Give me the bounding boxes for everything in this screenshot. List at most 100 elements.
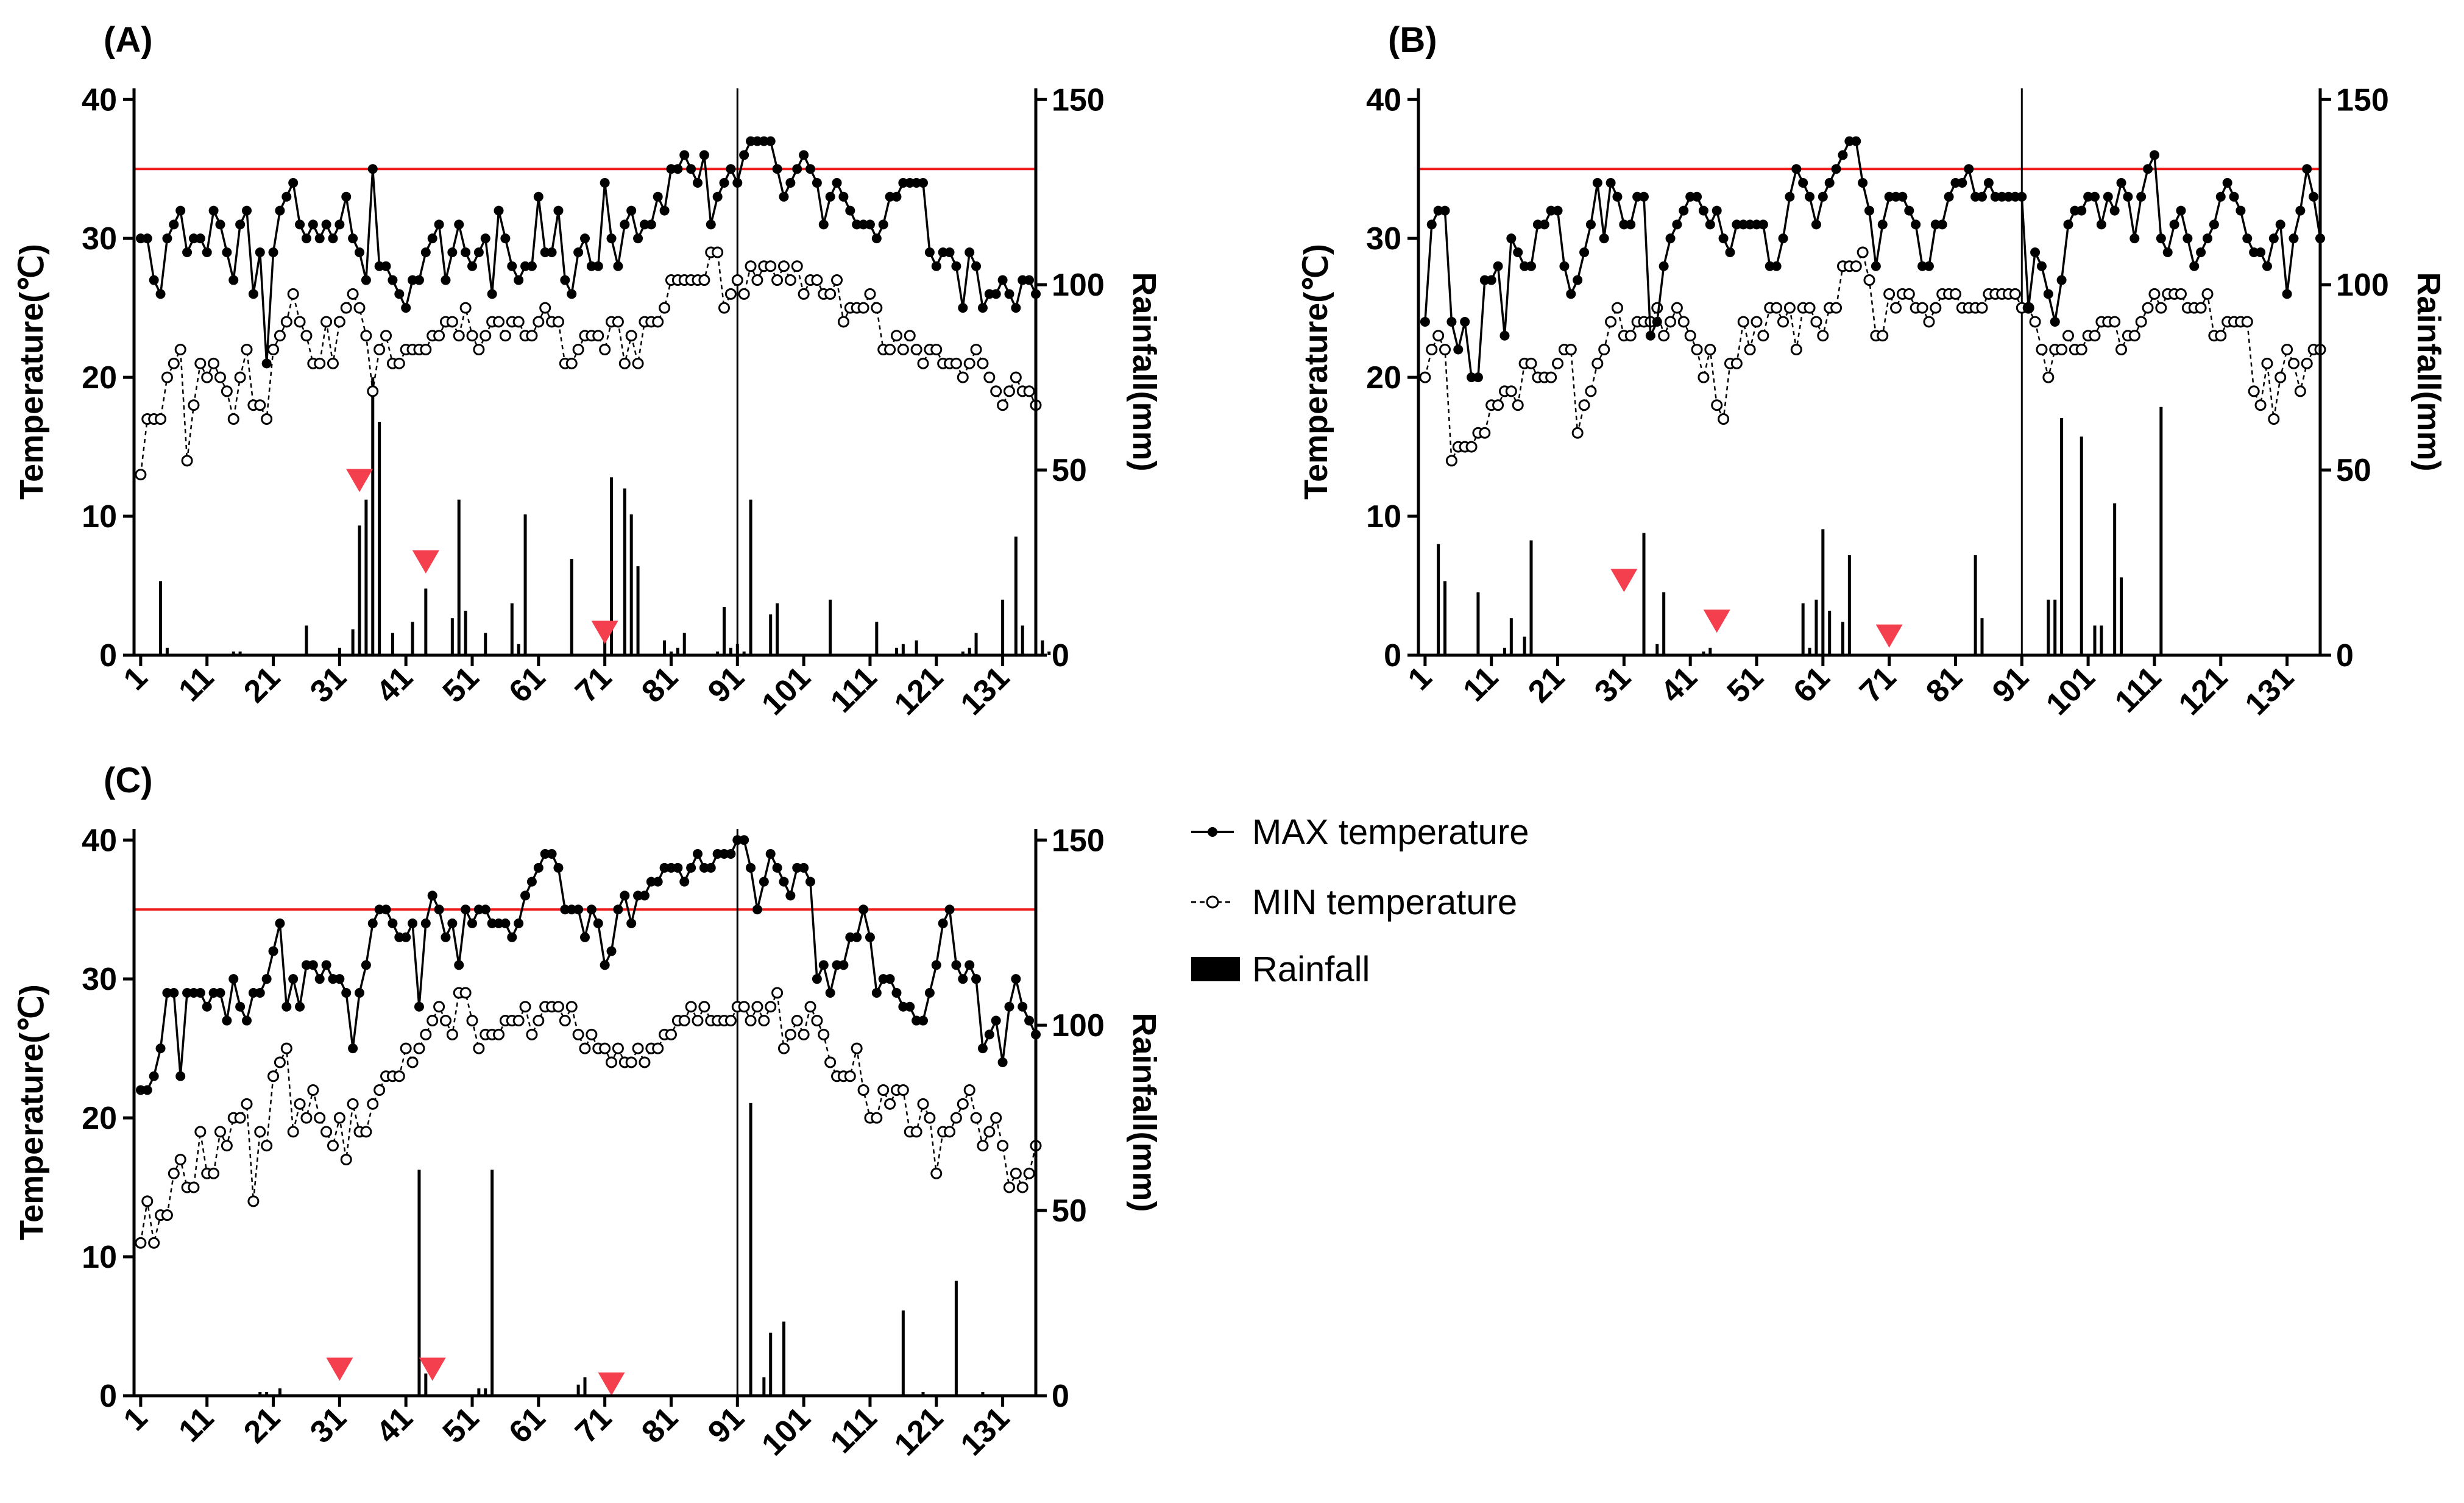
x-tick-label: 31: [303, 659, 353, 709]
min-temp-point: [957, 371, 969, 383]
max-temp-point: [2116, 178, 2126, 188]
min-temp-point: [871, 302, 883, 314]
rain-bar: [278, 1388, 281, 1396]
rain-bar: [1041, 640, 1044, 655]
max-temp-point: [653, 191, 663, 202]
max-temp-point: [514, 918, 524, 928]
max-temp-point: [918, 178, 928, 188]
rain-bar: [1523, 636, 1526, 655]
min-temp-point: [1916, 302, 1928, 314]
min-temp-point: [433, 1001, 445, 1013]
y-tick-label-right: 150: [1052, 82, 1105, 118]
rain-bar: [729, 647, 732, 655]
max-temp-point: [772, 862, 782, 873]
min-temp-point: [2201, 288, 2214, 300]
max-temp-point: [288, 974, 299, 984]
max-temp-point: [355, 987, 364, 998]
rain-bar: [676, 647, 679, 655]
max-temp-point: [434, 219, 444, 230]
x-tick-label: 71: [1853, 659, 1903, 709]
max-temp-point: [1831, 164, 1841, 174]
max-temp-point: [321, 219, 331, 230]
max-temp-point: [838, 191, 849, 202]
min-temp-point: [135, 1237, 147, 1249]
min-temp-point: [1810, 316, 1822, 328]
min-temp-point: [188, 1181, 200, 1193]
rain-bar: [159, 581, 163, 655]
event-marker: [1875, 624, 1903, 648]
min-temp-point: [480, 330, 492, 342]
rain-bar: [570, 558, 573, 655]
min-temp-point: [910, 344, 922, 356]
min-temp-point: [2268, 413, 2280, 425]
min-temp-point: [811, 1015, 823, 1027]
x-tick-label: 81: [635, 659, 685, 709]
min-temp-point: [201, 371, 213, 383]
min-temp-point: [360, 330, 372, 342]
max-temp-point: [1599, 233, 1609, 244]
x-tick-label: 101: [755, 1400, 817, 1462]
rain-bar: [1529, 540, 1533, 655]
max-temp-point: [1605, 178, 1616, 188]
min-temp-point: [1671, 302, 1683, 314]
min-temp-point: [413, 1042, 425, 1054]
max-temp-point: [871, 987, 882, 998]
max-temp-point: [314, 233, 325, 244]
max-temp-point: [553, 205, 564, 216]
min-temp-point: [864, 288, 876, 300]
x-tick-label: 131: [954, 1400, 1016, 1462]
min-temp-point: [659, 302, 671, 314]
min-temp-point: [280, 1042, 292, 1054]
rain-bar: [901, 644, 905, 655]
rain-bar: [1821, 529, 1825, 655]
min-temp-line: [140, 251, 1037, 475]
max-temp-point: [2143, 164, 2153, 174]
x-tick-label: 71: [568, 1400, 618, 1450]
y-tick-label-right: 50: [2336, 453, 2371, 488]
max-temp-point: [1871, 261, 1881, 271]
min-temp-point: [227, 413, 239, 425]
min-temp-point: [274, 1056, 286, 1068]
max-temp-point: [1698, 205, 1708, 216]
min-temp-point: [751, 274, 763, 286]
legend-rain-label: Rainfall: [1252, 950, 1370, 989]
rain-bar: [2080, 436, 2083, 655]
min-temp-point: [287, 1126, 299, 1138]
max-temp-point: [1818, 191, 1828, 202]
legend-min-dot-symbol: [1206, 895, 1219, 909]
min-temp-point: [970, 344, 982, 356]
max-temp-line: [140, 140, 1037, 364]
max-temp-point: [487, 289, 497, 299]
max-temp-point: [2268, 233, 2279, 244]
min-temp-point: [1751, 316, 1763, 328]
max-temp-point: [2242, 233, 2253, 244]
max-temp-point: [1018, 1001, 1028, 1012]
min-temp-point: [884, 1098, 896, 1110]
x-tick-label: 91: [701, 659, 751, 709]
x-tick-label: 131: [954, 659, 1016, 722]
max-temp-point: [308, 219, 318, 230]
max-temp-point: [182, 247, 193, 257]
max-temp-point: [812, 974, 822, 984]
max-temp-point: [997, 275, 1008, 285]
min-temp-point: [446, 1028, 458, 1040]
min-temp-point: [1016, 1181, 1028, 1193]
min-temp-point: [1010, 371, 1022, 383]
max-temp-point: [613, 904, 623, 915]
max-temp-point: [1805, 191, 1815, 202]
min-temp-point: [254, 399, 266, 411]
rain-bar: [749, 1103, 752, 1396]
min-temp-point: [798, 288, 810, 300]
max-temp-point: [792, 164, 802, 174]
min-temp-point: [765, 1001, 777, 1013]
rain-bar: [636, 566, 640, 655]
max-temp-point: [2196, 247, 2206, 257]
min-temp-point: [1850, 260, 1862, 272]
rain-bar: [484, 633, 487, 655]
max-temp-point: [494, 205, 504, 216]
max-temp-point: [944, 904, 955, 915]
min-temp-point: [1976, 302, 1988, 314]
min-temp-point: [241, 1098, 253, 1110]
max-temp-line: [1424, 140, 2321, 378]
x-tick-label: 121: [2172, 659, 2234, 722]
